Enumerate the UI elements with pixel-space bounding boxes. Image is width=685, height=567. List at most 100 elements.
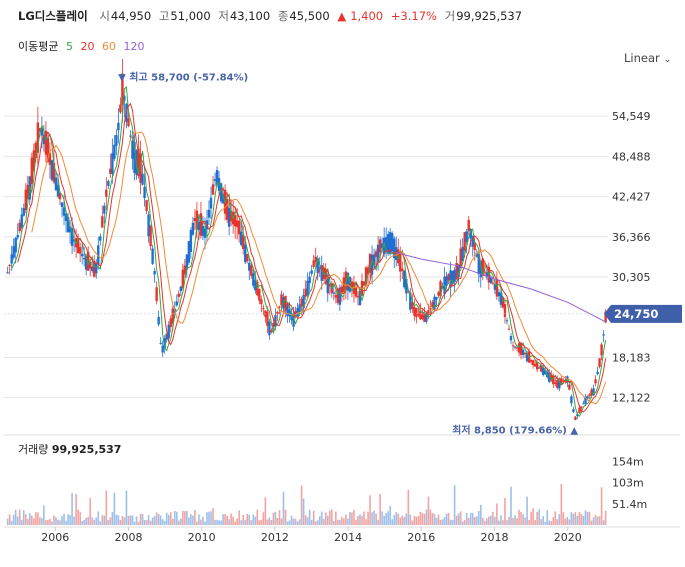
- candle-body: [219, 183, 223, 202]
- candle-body: [6, 272, 9, 274]
- volume-bar: [18, 509, 21, 525]
- ma5-label[interactable]: 5: [65, 40, 73, 53]
- candle-body: [24, 189, 27, 211]
- volume-bar: [41, 518, 43, 525]
- candle-body: [431, 302, 434, 308]
- volume-bar: [16, 516, 19, 525]
- candle-body: [38, 128, 42, 132]
- candle-body: [314, 256, 317, 263]
- volume-bar: [200, 519, 202, 525]
- volume-bar: [99, 521, 102, 525]
- candle-body: [213, 179, 217, 181]
- candle-body: [560, 378, 563, 386]
- volume-bar: [383, 515, 385, 525]
- chevron-down-icon: ⌄: [663, 55, 672, 65]
- volume-bar: [266, 519, 269, 525]
- candle-body: [332, 292, 336, 294]
- volume-bar: [131, 515, 134, 525]
- max-price-label: ▼ 최고 58,700 (-57.84%): [118, 71, 248, 84]
- volume-bar: [47, 519, 49, 525]
- volume-bar: [268, 517, 271, 525]
- price-tick-label: 54,549: [612, 110, 651, 123]
- volume-bar: [59, 520, 61, 525]
- volume-bar: [576, 515, 579, 525]
- volume-bar: [238, 510, 240, 525]
- time-tick-label: 2020: [554, 531, 582, 544]
- volume-bar: [379, 494, 381, 525]
- volume-bar: [137, 521, 140, 525]
- candle-body: [252, 273, 255, 286]
- volume-bar: [65, 520, 67, 525]
- candle-body: [18, 222, 21, 232]
- price-tick-label: 12,122: [612, 392, 651, 405]
- candle-body: [181, 269, 185, 288]
- volume-bar: [73, 516, 75, 525]
- ma60-label[interactable]: 60: [101, 40, 116, 53]
- candle-body: [237, 220, 241, 235]
- candle-body: [141, 173, 144, 185]
- volume-bar: [415, 516, 418, 525]
- volume-bar: [594, 514, 597, 525]
- candle-body: [576, 414, 579, 417]
- volume-bar: [252, 514, 255, 525]
- time-tick-label: 2018: [481, 531, 509, 544]
- volume-bar: [477, 511, 480, 525]
- moving-average-lines: [11, 85, 607, 418]
- volume-bar: [12, 514, 15, 525]
- candle-body: [340, 286, 344, 293]
- volume-bar: [548, 520, 551, 525]
- candle-body: [195, 210, 199, 230]
- scale-dropdown[interactable]: Linear ⌄: [624, 51, 671, 65]
- volume-bar: [357, 515, 359, 525]
- volume-tick-label: 51.4m: [612, 498, 647, 511]
- time-tick-label: 2016: [407, 531, 435, 544]
- candle-body: [539, 365, 543, 372]
- volume-bar: [14, 509, 17, 525]
- volume-bar: [473, 517, 476, 525]
- candle-body: [95, 263, 98, 274]
- current-price-badge: [604, 304, 682, 323]
- time-tick-label: 2006: [41, 531, 69, 544]
- volume-bar: [258, 520, 261, 525]
- candle-body: [503, 303, 507, 317]
- ma-title: 이동평균: [18, 40, 59, 53]
- candle-body: [97, 245, 100, 265]
- candle-body: [193, 218, 197, 222]
- open-value: 44,950: [110, 9, 152, 23]
- time-tick-label: 2012: [261, 531, 289, 544]
- candle-body: [227, 207, 231, 227]
- volume-bar: [490, 515, 492, 525]
- candle-body: [447, 274, 450, 281]
- candle-body: [207, 209, 211, 218]
- candle-body: [497, 292, 501, 297]
- volume-bar: [123, 517, 126, 525]
- volume-bar: [298, 519, 301, 525]
- volume-bar: [151, 517, 154, 525]
- volume-bar: [212, 508, 214, 525]
- candle-body: [316, 258, 319, 274]
- ma20-label[interactable]: 20: [80, 40, 95, 53]
- candle-body: [123, 96, 126, 101]
- candle-body: [268, 321, 271, 336]
- ma120-label[interactable]: 120: [123, 40, 145, 53]
- candle-body: [262, 308, 265, 310]
- candle-body: [250, 265, 253, 276]
- volume-bar: [351, 512, 353, 525]
- volume-bar: [105, 490, 108, 525]
- candle-body: [105, 189, 108, 197]
- volume-bar: [530, 511, 532, 525]
- candle-body: [56, 185, 60, 197]
- volume-bar: [234, 521, 236, 525]
- volume-value: 99,925,537: [456, 9, 523, 23]
- volume-bar: [129, 515, 132, 525]
- candle-body: [183, 265, 187, 275]
- volume-bar: [302, 498, 305, 525]
- volume-bar: [308, 509, 311, 525]
- volume-bar: [8, 514, 11, 525]
- volume-bar: [300, 485, 303, 525]
- volume-bar: [67, 514, 69, 525]
- candle-body: [14, 237, 17, 253]
- candle-body: [246, 254, 249, 262]
- candle-body: [294, 311, 297, 317]
